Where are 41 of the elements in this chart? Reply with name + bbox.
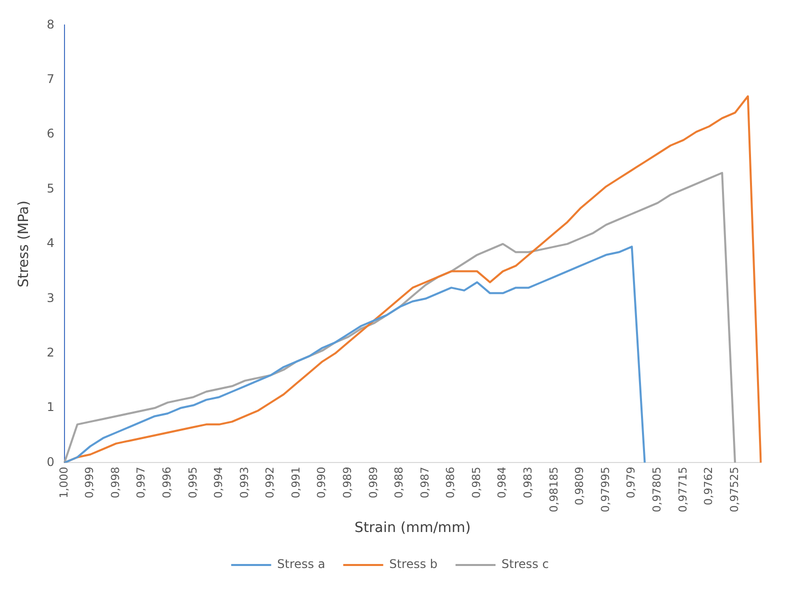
y-tick-label: 2 — [46, 345, 54, 360]
x-tick-label: 0,989 — [366, 466, 380, 498]
x-tick-label: 0,9809 — [573, 466, 586, 506]
x-tick-label: 0,991 — [289, 466, 302, 498]
y-tick-label: 3 — [46, 290, 54, 305]
x-tick-label: 0,98185 — [547, 466, 560, 512]
x-tick-label: 0,986 — [444, 466, 458, 498]
y-tick-label: 4 — [46, 236, 54, 250]
x-tick-label: 0,993 — [238, 466, 251, 498]
x-tick-label: 0,983 — [522, 466, 535, 498]
y-tick-label: 1 — [46, 400, 54, 414]
x-tick-label: 0,987 — [418, 466, 432, 498]
y-tick-label: 8 — [46, 17, 54, 32]
legend-label: Stress a — [277, 557, 326, 572]
y-tick-label: 7 — [46, 72, 54, 86]
x-tick-label: 0,997 — [134, 466, 148, 498]
legend-label: Stress b — [389, 557, 438, 572]
x-tick-label: 0,97995 — [598, 466, 612, 512]
x-tick-label: 0,97805 — [650, 466, 664, 512]
x-tick-label: 0,985 — [470, 466, 483, 498]
x-axis-title: Strain (mm/mm) — [354, 520, 471, 536]
x-tick-label: 0,989 — [341, 466, 354, 498]
x-tick-label: 0,9762 — [702, 466, 716, 506]
x-tick-label: 0,998 — [108, 466, 122, 498]
x-tick-label: 0,990 — [315, 466, 328, 498]
x-tick-label: 0,984 — [496, 466, 509, 498]
x-tick-label: 0,995 — [186, 466, 200, 498]
y-tick-label: 5 — [46, 181, 54, 196]
x-tick-label: 1,000 — [57, 466, 70, 498]
x-tick-label: 0,992 — [264, 466, 277, 498]
x-tick-label: 0,996 — [160, 466, 174, 498]
x-tick-label: 0,97525 — [728, 466, 741, 512]
y-axis-title: Stress (MPa) — [16, 200, 32, 288]
x-tick-label: 0,999 — [83, 466, 96, 498]
x-tick-label: 0,97715 — [676, 466, 690, 512]
legend-label: Stress c — [502, 557, 549, 572]
x-tick-label: 0,988 — [392, 466, 406, 498]
y-tick-label: 0 — [46, 454, 54, 469]
y-tick-label: 6 — [46, 126, 54, 141]
x-tick-label: 0,979 — [624, 466, 638, 498]
x-tick-label: 0,994 — [212, 466, 226, 498]
